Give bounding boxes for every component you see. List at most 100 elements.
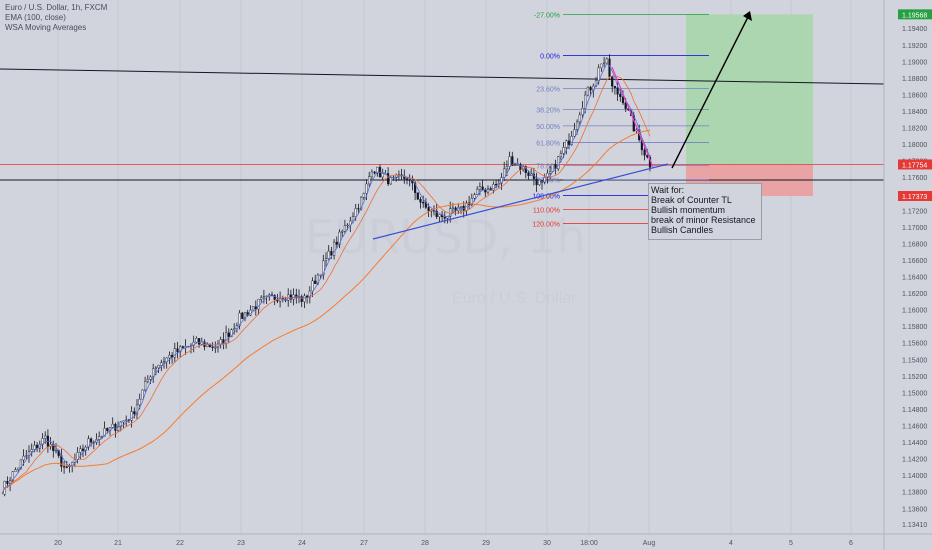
legend-ema[interactable]: EMA (100, close) — [5, 13, 66, 22]
candle-body — [351, 216, 355, 222]
candle-body — [179, 346, 182, 353]
x-tick-label: 23 — [237, 540, 245, 547]
candle-body — [262, 296, 265, 298]
candle-body — [438, 214, 441, 217]
candle-body — [389, 177, 392, 185]
candle-body — [106, 428, 109, 431]
fib-level-label: -27.00% — [534, 12, 560, 19]
trade-note-box[interactable]: Wait for: Break of Counter TL Bullish mo… — [648, 183, 762, 240]
candle-body — [181, 346, 184, 348]
legend-wma[interactable]: WSA Moving Averages — [5, 23, 87, 32]
note-line: Bullish Candles — [651, 225, 714, 235]
candle-body — [146, 379, 149, 382]
candle-body — [330, 250, 333, 256]
candle-body — [508, 156, 511, 167]
candle-body — [535, 178, 538, 185]
candle-body — [314, 280, 317, 284]
candle-body — [157, 364, 160, 369]
candle-body — [6, 481, 9, 484]
y-tick-label: 1.18200 — [902, 126, 927, 133]
candle-body — [135, 404, 139, 415]
x-tick-label: 4 — [729, 540, 733, 547]
candle-body — [584, 94, 587, 109]
candle-body — [162, 361, 166, 363]
candle-body — [63, 466, 66, 468]
candle-body — [289, 294, 292, 300]
candle-body — [354, 208, 357, 217]
fib-level-label: 23.60% — [536, 87, 560, 94]
candle-body — [238, 312, 241, 326]
x-tick-label: 28 — [421, 540, 429, 547]
candle-body — [621, 96, 625, 104]
legend-symbol[interactable]: Euro / U.S. Dollar, 1h, FXCM — [5, 3, 108, 12]
ascending-trendline — [372, 163, 669, 240]
candle-body — [233, 328, 236, 330]
candle-body — [235, 325, 238, 329]
note-line: Wait for: — [651, 185, 685, 195]
y-tick-label: 1.13600 — [902, 506, 927, 513]
candle-body — [408, 179, 411, 181]
candle-body — [551, 164, 554, 172]
candle-body — [362, 193, 365, 198]
y-tick-label: 1.16200 — [902, 291, 927, 298]
candle-body — [65, 466, 68, 468]
candle-body — [195, 338, 198, 343]
candle-body — [586, 86, 589, 96]
candle-body — [603, 62, 606, 65]
candle-body — [54, 450, 58, 452]
candle-body — [346, 224, 349, 227]
candle-body — [478, 186, 481, 190]
candle-body — [500, 177, 503, 184]
candle-body — [322, 260, 325, 276]
candle-body — [559, 153, 562, 157]
candle-body — [422, 202, 425, 204]
price-tag-label: 1.17754 — [902, 162, 927, 169]
candle-body — [578, 114, 581, 123]
candle-body — [154, 367, 157, 369]
candle-body — [273, 295, 276, 300]
candle-body — [116, 426, 120, 431]
note-line: break of minor Resistance — [651, 215, 756, 225]
candle-body — [311, 280, 314, 292]
fib-level-label: 38.20% — [536, 107, 560, 114]
candle-body — [476, 189, 479, 195]
x-tick-label: Aug — [643, 540, 656, 547]
candle-body — [300, 296, 303, 302]
candle-body — [589, 86, 592, 91]
candle-body — [405, 178, 409, 180]
candle-body — [211, 346, 214, 348]
candle-body — [387, 173, 390, 185]
candle-body — [527, 172, 530, 176]
fib-level-label: 100.00% — [532, 193, 560, 200]
candle-body — [130, 411, 133, 421]
y-tick-label: 1.19200 — [902, 43, 927, 50]
candle-body — [573, 129, 576, 137]
candle-body — [451, 207, 454, 210]
y-tick-label: 1.17600 — [902, 175, 927, 182]
y-tick-label: 1.18600 — [902, 92, 927, 99]
candle-body — [257, 299, 260, 310]
candle-body — [265, 295, 268, 297]
candle-body — [176, 348, 179, 353]
chart-legend: Euro / U.S. Dollar, 1h, FXCM EMA (100, c… — [5, 3, 107, 33]
candle-body — [435, 210, 438, 217]
y-tick-label: 1.17200 — [902, 208, 927, 215]
y-tick-label: 1.17000 — [902, 225, 927, 232]
candle-body — [160, 362, 163, 366]
candle-body — [546, 172, 549, 178]
candle-body — [149, 376, 152, 380]
fib-level-label: 120.00% — [532, 222, 560, 229]
candle-body — [279, 297, 282, 302]
candle-body — [81, 448, 85, 451]
candle-body — [581, 108, 584, 116]
x-tick-label: 21 — [114, 540, 122, 547]
note-line: Bullish momentum — [651, 205, 726, 215]
candle-body — [492, 184, 495, 191]
candle-body — [184, 346, 187, 348]
candle-body — [516, 164, 519, 166]
candle-body — [73, 459, 76, 463]
candle-body — [414, 182, 417, 193]
candle-body — [114, 423, 117, 431]
